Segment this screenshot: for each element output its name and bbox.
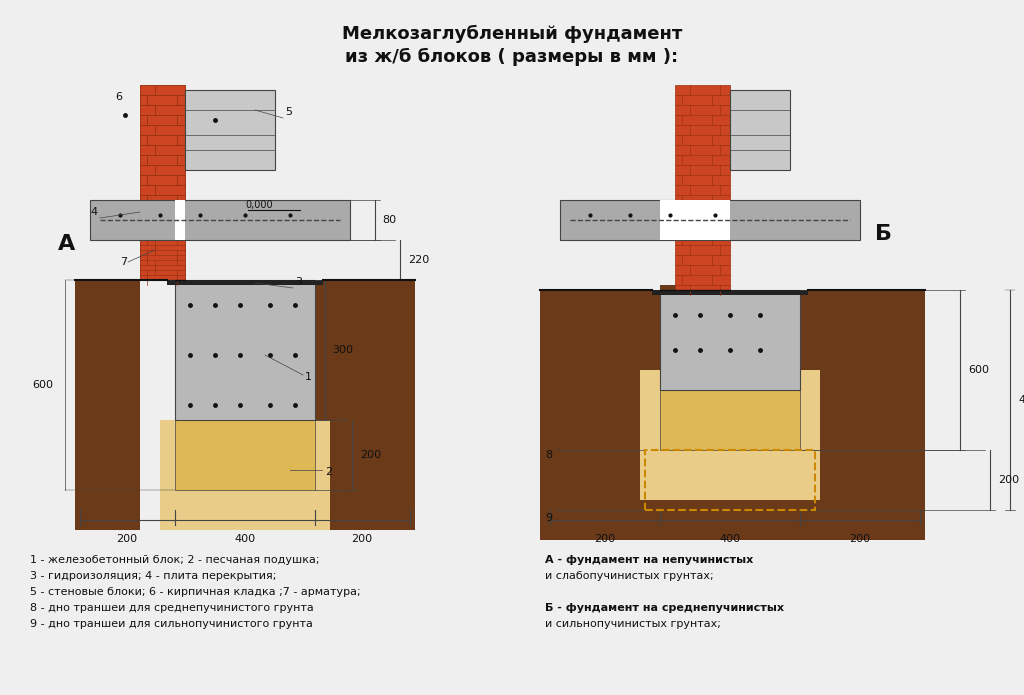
Text: Мелкозаглубленный фундамент: Мелкозаглубленный фундамент <box>342 25 682 43</box>
Text: 1: 1 <box>305 372 312 382</box>
Text: из ж/б блоков ( размеры в мм ):: из ж/б блоков ( размеры в мм ): <box>345 48 679 66</box>
Text: 1 - железобетонный блок; 2 - песчаная подушка;: 1 - железобетонный блок; 2 - песчаная по… <box>30 555 319 565</box>
Text: 80: 80 <box>382 215 396 225</box>
Text: 400: 400 <box>234 534 256 544</box>
Bar <box>175 490 315 530</box>
Text: 600: 600 <box>968 365 989 375</box>
Text: 8: 8 <box>545 450 552 460</box>
Text: и сильнопучинистых грунтах;: и сильнопучинистых грунтах; <box>545 619 721 629</box>
Text: 9: 9 <box>545 513 552 523</box>
Text: 200: 200 <box>117 534 137 544</box>
Text: 2: 2 <box>325 467 332 477</box>
Polygon shape <box>315 280 415 295</box>
Bar <box>660 290 800 390</box>
Bar <box>652 290 808 295</box>
Bar <box>675 85 730 290</box>
Text: 3: 3 <box>295 277 302 287</box>
Bar <box>800 300 925 540</box>
Text: 3 - гидроизоляция; 4 - плита перекрытия;: 3 - гидроизоляция; 4 - плита перекрытия; <box>30 571 276 581</box>
Text: 200: 200 <box>595 534 615 544</box>
Text: 300: 300 <box>332 345 353 355</box>
Text: 5 - стеновые блоки; 6 - кирпичная кладка ;7 - арматура;: 5 - стеновые блоки; 6 - кирпичная кладка… <box>30 587 360 597</box>
Text: 0,000: 0,000 <box>245 200 272 210</box>
Text: 600: 600 <box>32 380 53 390</box>
Bar <box>175 200 185 240</box>
Text: 9 - дно траншеи для сильнопучинистого грунта: 9 - дно траншеи для сильнопучинистого гр… <box>30 619 313 629</box>
Text: 200: 200 <box>850 534 870 544</box>
Bar <box>140 240 185 280</box>
Text: 400: 400 <box>720 534 740 544</box>
Text: А - фундамент на непучинистых: А - фундамент на непучинистых <box>545 555 754 565</box>
Bar <box>175 420 315 490</box>
Text: 220: 220 <box>408 255 429 265</box>
Text: 7: 7 <box>120 257 127 267</box>
Bar <box>175 280 315 420</box>
Text: 200: 200 <box>351 534 373 544</box>
Bar <box>167 280 323 285</box>
Bar <box>90 200 350 240</box>
Polygon shape <box>800 290 925 300</box>
Text: Б - фундамент на среднепучинистых: Б - фундамент на среднепучинистых <box>545 603 784 613</box>
Bar <box>160 420 330 530</box>
Text: и слабопучинистых грунтах;: и слабопучинистых грунтах; <box>545 571 714 581</box>
Bar <box>640 370 820 500</box>
Text: 4: 4 <box>90 207 97 217</box>
Text: 400: 400 <box>1018 395 1024 405</box>
Bar <box>315 295 415 530</box>
Bar <box>560 200 860 240</box>
Text: Б: Б <box>874 224 892 244</box>
Bar <box>660 200 730 240</box>
Bar <box>540 300 660 540</box>
Bar <box>140 85 185 200</box>
Bar <box>185 90 275 170</box>
Text: 8 - дно траншеи для среднепучинистого грунта: 8 - дно траншеи для среднепучинистого гр… <box>30 603 313 613</box>
Bar <box>75 295 140 530</box>
Text: 200: 200 <box>360 450 381 460</box>
Bar <box>660 390 800 450</box>
Text: 6: 6 <box>115 92 122 102</box>
Polygon shape <box>75 275 185 295</box>
Bar <box>140 85 185 280</box>
Text: А: А <box>58 234 75 254</box>
Text: 200: 200 <box>998 475 1019 485</box>
Polygon shape <box>540 285 730 300</box>
Bar <box>645 450 815 510</box>
Bar <box>660 440 800 540</box>
Text: 5: 5 <box>285 107 292 117</box>
Bar <box>730 90 790 170</box>
